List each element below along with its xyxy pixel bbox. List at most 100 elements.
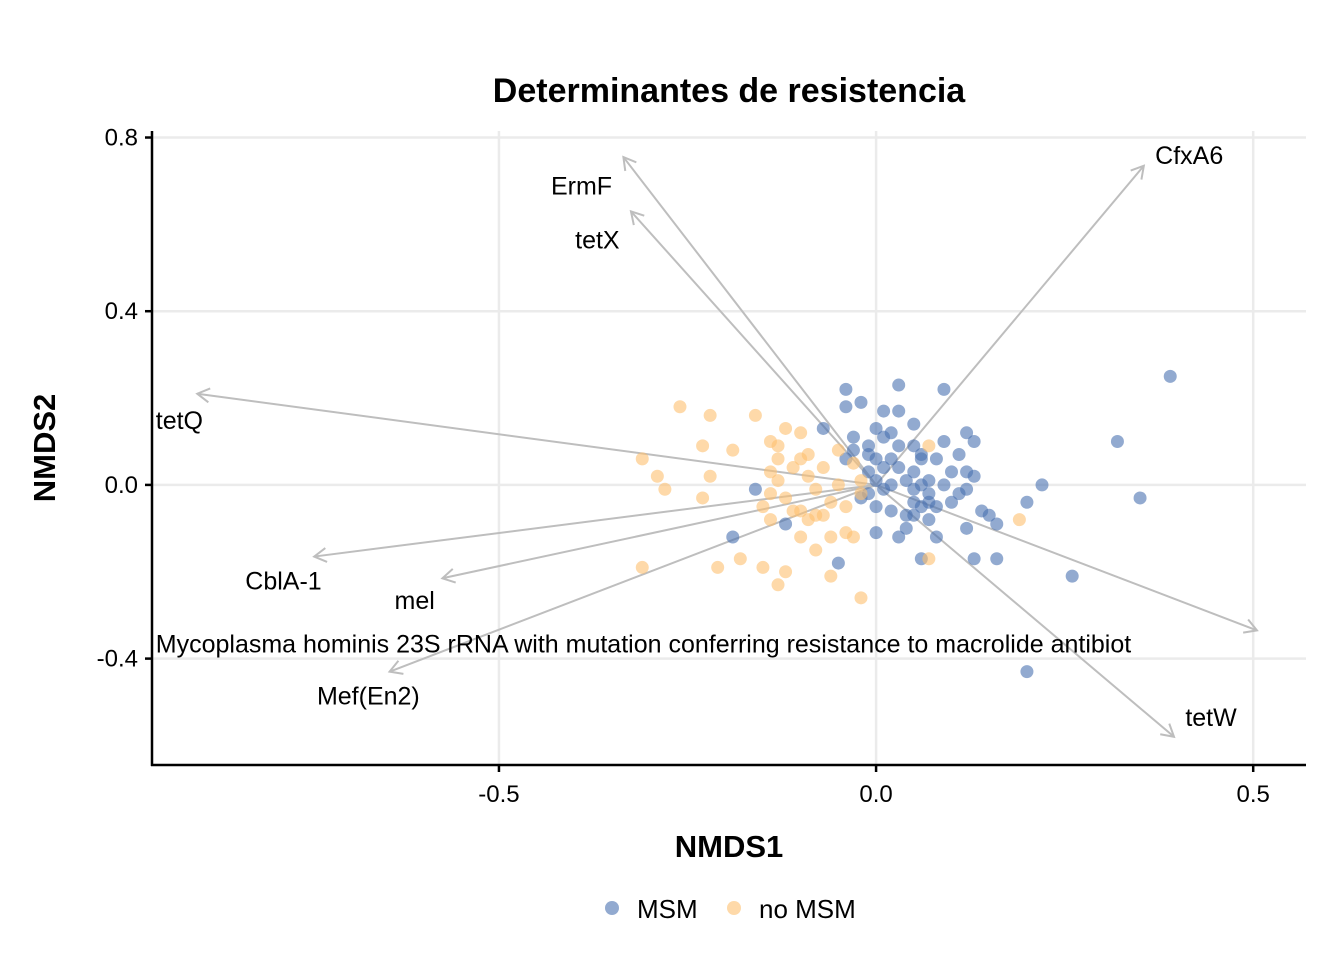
point-msm <box>831 556 845 570</box>
point-no-msm <box>831 443 845 457</box>
vector-label-tetx: tetX <box>575 227 620 255</box>
point-msm <box>937 434 951 448</box>
point-msm <box>945 465 959 479</box>
vector-arrow-ermf <box>622 156 877 486</box>
point-no-msm <box>658 482 672 496</box>
point-no-msm <box>794 530 808 544</box>
point-no-msm <box>831 478 845 492</box>
point-msm <box>990 552 1004 566</box>
point-msm <box>907 508 921 522</box>
point-no-msm <box>771 578 785 592</box>
point-no-msm <box>771 452 785 466</box>
point-msm <box>922 495 936 509</box>
legend-label-no-msm: no MSM <box>759 894 856 924</box>
vector-arrow-mel <box>442 483 877 580</box>
point-msm <box>952 487 966 501</box>
point-msm <box>862 448 876 462</box>
arrowhead-tetw <box>1160 723 1176 739</box>
point-no-msm <box>703 469 717 483</box>
point-msm <box>892 461 906 475</box>
point-msm <box>877 461 891 475</box>
point-no-msm <box>779 421 793 435</box>
point-msm <box>1020 495 1034 509</box>
x-tick-label: 0.5 <box>1237 781 1270 808</box>
point-msm <box>929 452 943 466</box>
point-no-msm <box>794 426 808 440</box>
point-no-msm <box>824 495 838 509</box>
point-no-msm <box>779 565 793 579</box>
point-msm <box>945 495 959 509</box>
vector-arrow-tetq <box>197 392 877 486</box>
point-no-msm <box>846 530 860 544</box>
arrowhead-ermf <box>622 155 637 172</box>
point-no-msm <box>763 465 777 479</box>
point-no-msm <box>748 408 762 422</box>
point-msm <box>1133 491 1147 505</box>
point-no-msm <box>635 452 649 466</box>
point-msm <box>982 508 996 522</box>
vector-label-mel: mel <box>395 587 435 615</box>
vector-label-tetw: tetW <box>1185 704 1237 732</box>
point-msm <box>960 521 974 535</box>
point-no-msm <box>824 530 838 544</box>
legend-swatch-msm <box>605 901 619 915</box>
point-msm <box>960 465 974 479</box>
point-no-msm <box>711 560 725 574</box>
data-points <box>635 369 1177 679</box>
point-no-msm <box>771 439 785 453</box>
point-no-msm <box>922 552 936 566</box>
vector-label-mycoplasma-hominis-23s-rrna-with-mutation-conferring-resistance-to-macrolide-antibiot: Mycoplasma hominis 23S rRNA with mutatio… <box>156 630 1131 658</box>
point-msm <box>869 421 883 435</box>
y-tick-label: 0.0 <box>105 472 138 499</box>
legend-swatch-no-msm <box>727 901 741 915</box>
vector-label-tetq: tetQ <box>156 407 203 435</box>
point-no-msm <box>801 448 815 462</box>
point-no-msm <box>756 500 770 514</box>
arrowhead-tetq <box>195 387 211 404</box>
point-msm <box>839 400 853 414</box>
chart-title: Determinantes de resistencia <box>493 72 967 110</box>
grid-lines <box>152 131 1306 765</box>
axes <box>150 131 1306 767</box>
vector-label-cbla-1: CblA-1 <box>245 567 321 595</box>
point-msm <box>899 474 913 488</box>
point-msm <box>952 448 966 462</box>
point-no-msm <box>771 474 785 488</box>
point-msm <box>1020 665 1034 679</box>
point-msm <box>1163 369 1177 383</box>
point-msm <box>877 430 891 444</box>
point-no-msm <box>733 552 747 566</box>
arrowhead-cbla-1 <box>312 547 328 563</box>
point-no-msm <box>703 408 717 422</box>
point-msm <box>1065 569 1079 583</box>
point-no-msm <box>854 474 868 488</box>
point-no-msm <box>673 400 687 414</box>
point-no-msm <box>696 491 710 505</box>
y-tick-label: 0.8 <box>105 125 138 152</box>
y-axis-title: NMDS2 <box>27 394 62 503</box>
point-no-msm <box>756 560 770 574</box>
point-msm <box>937 478 951 492</box>
point-msm <box>846 443 860 457</box>
point-no-msm <box>801 469 815 483</box>
point-msm <box>907 439 921 453</box>
arrowhead-mef-en2 <box>387 660 404 675</box>
point-no-msm <box>763 487 777 501</box>
point-no-msm <box>809 508 823 522</box>
point-msm <box>967 434 981 448</box>
point-msm <box>816 421 830 435</box>
vector-label-mef-en2: Mef(En2) <box>317 683 420 711</box>
point-msm <box>990 517 1004 531</box>
vector-label-cfxa6: CfxA6 <box>1155 142 1223 170</box>
x-axis-title: NMDS1 <box>675 829 784 864</box>
arrowhead-mycoplasma-hominis-23s-rrna-with-mutation-conferring-resistance-to-macrolide-antibiot <box>1242 618 1259 634</box>
point-msm <box>960 426 974 440</box>
arrowhead-cfxa6 <box>1130 164 1146 180</box>
arrowhead-tetx <box>629 209 645 226</box>
point-no-msm <box>809 543 823 557</box>
point-no-msm <box>824 569 838 583</box>
point-msm <box>884 504 898 518</box>
point-no-msm <box>635 560 649 574</box>
point-msm <box>892 439 906 453</box>
point-msm <box>869 526 883 540</box>
